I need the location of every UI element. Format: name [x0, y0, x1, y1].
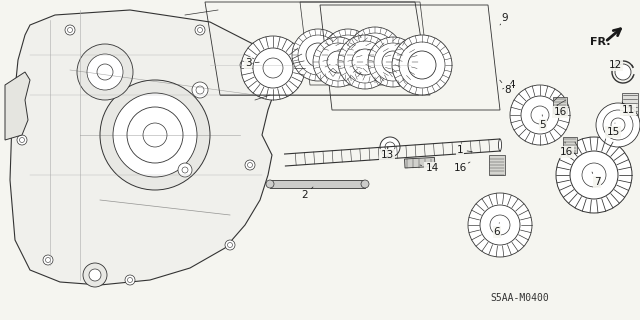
- Circle shape: [596, 103, 640, 147]
- Text: S5AA-M0400: S5AA-M0400: [490, 293, 548, 303]
- Text: 14: 14: [420, 163, 438, 173]
- Bar: [622, 93, 638, 117]
- Text: 9: 9: [500, 13, 508, 25]
- Circle shape: [195, 25, 205, 35]
- Circle shape: [306, 43, 330, 67]
- Circle shape: [65, 25, 75, 35]
- Text: 8: 8: [500, 80, 511, 95]
- Circle shape: [570, 151, 618, 199]
- Circle shape: [248, 163, 253, 167]
- Text: 16: 16: [554, 105, 566, 117]
- Text: FR.: FR.: [590, 37, 611, 47]
- Text: 16: 16: [453, 162, 470, 173]
- Circle shape: [385, 142, 395, 152]
- Circle shape: [352, 49, 378, 75]
- Circle shape: [198, 28, 202, 33]
- Text: 6: 6: [493, 223, 500, 237]
- Circle shape: [490, 215, 510, 235]
- Circle shape: [353, 33, 397, 77]
- Circle shape: [225, 240, 235, 250]
- Circle shape: [127, 107, 183, 163]
- Text: 2: 2: [301, 187, 313, 200]
- Bar: [553, 97, 567, 113]
- Circle shape: [298, 35, 338, 75]
- Text: 1: 1: [457, 145, 472, 155]
- Circle shape: [192, 82, 208, 98]
- Circle shape: [292, 29, 344, 81]
- Circle shape: [253, 48, 293, 88]
- Circle shape: [338, 35, 392, 89]
- Circle shape: [582, 163, 606, 187]
- Circle shape: [243, 62, 248, 68]
- Circle shape: [77, 44, 133, 100]
- Circle shape: [45, 258, 51, 262]
- Circle shape: [368, 37, 418, 87]
- Circle shape: [245, 160, 255, 170]
- Circle shape: [611, 118, 625, 132]
- Circle shape: [328, 35, 368, 75]
- Circle shape: [127, 277, 132, 283]
- Circle shape: [43, 255, 53, 265]
- Circle shape: [336, 43, 360, 67]
- Circle shape: [182, 167, 188, 173]
- Circle shape: [521, 96, 559, 134]
- Circle shape: [344, 41, 386, 83]
- Circle shape: [241, 36, 305, 100]
- Circle shape: [319, 43, 357, 81]
- Bar: [270, 180, 365, 188]
- Circle shape: [361, 180, 369, 188]
- Text: 10: 10: [0, 319, 1, 320]
- Text: 15: 15: [606, 123, 620, 137]
- Circle shape: [374, 43, 412, 81]
- Text: 13: 13: [380, 147, 394, 160]
- Circle shape: [113, 93, 197, 177]
- Circle shape: [392, 35, 452, 95]
- Circle shape: [382, 51, 404, 73]
- Ellipse shape: [499, 139, 502, 151]
- Text: 4: 4: [502, 80, 515, 90]
- Circle shape: [510, 85, 570, 145]
- Circle shape: [125, 275, 135, 285]
- Circle shape: [480, 205, 520, 245]
- Circle shape: [362, 42, 388, 68]
- Circle shape: [468, 193, 532, 257]
- Circle shape: [615, 64, 631, 80]
- Bar: [563, 137, 577, 153]
- Circle shape: [556, 137, 632, 213]
- Circle shape: [313, 37, 363, 87]
- Text: 16: 16: [559, 142, 573, 157]
- Circle shape: [263, 58, 283, 78]
- Circle shape: [17, 135, 27, 145]
- Bar: [404, 157, 435, 168]
- Circle shape: [227, 243, 232, 247]
- Circle shape: [322, 29, 374, 81]
- Circle shape: [89, 269, 101, 281]
- Circle shape: [347, 27, 403, 83]
- Circle shape: [178, 163, 192, 177]
- Circle shape: [83, 263, 107, 287]
- Polygon shape: [5, 72, 30, 140]
- Circle shape: [240, 60, 250, 70]
- Circle shape: [67, 28, 72, 33]
- Circle shape: [327, 51, 349, 73]
- Circle shape: [399, 42, 445, 88]
- Text: 5: 5: [540, 115, 547, 130]
- Circle shape: [266, 180, 274, 188]
- Text: 7: 7: [592, 172, 600, 187]
- Circle shape: [531, 106, 549, 124]
- Text: 11: 11: [621, 102, 635, 115]
- Text: 3: 3: [244, 58, 259, 68]
- Circle shape: [603, 110, 633, 140]
- Circle shape: [100, 80, 210, 190]
- Text: 12: 12: [609, 60, 621, 70]
- Circle shape: [87, 54, 123, 90]
- Circle shape: [380, 137, 400, 157]
- Circle shape: [408, 51, 436, 79]
- Circle shape: [143, 123, 167, 147]
- Circle shape: [19, 138, 24, 142]
- Bar: [489, 156, 505, 175]
- Circle shape: [196, 86, 204, 94]
- Polygon shape: [10, 10, 275, 285]
- Circle shape: [97, 64, 113, 80]
